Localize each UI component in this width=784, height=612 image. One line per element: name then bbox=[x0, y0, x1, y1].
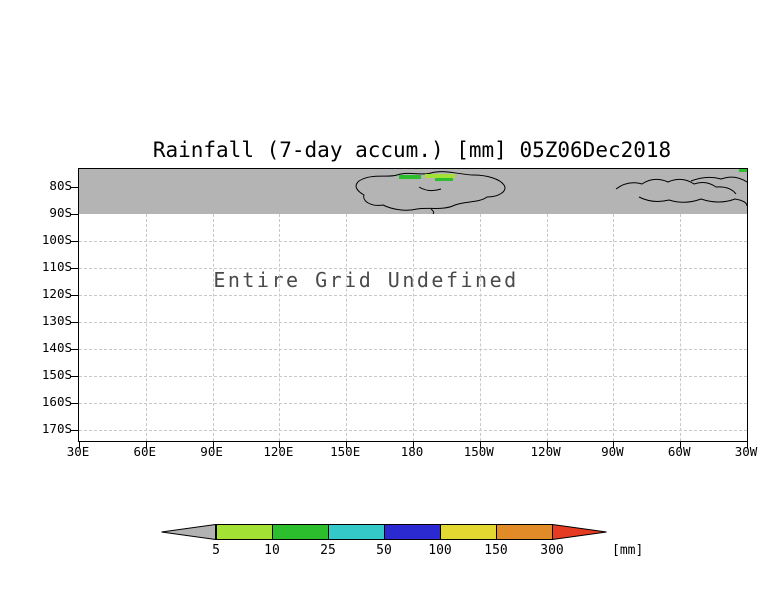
chart-title: Rainfall (7-day accum.) [mm] 05Z06Dec201… bbox=[152, 138, 672, 162]
x-tick-label: 150W bbox=[463, 444, 494, 459]
y-tick-mark bbox=[71, 349, 78, 350]
y-tick-mark bbox=[71, 430, 78, 431]
x-tick-mark bbox=[680, 442, 682, 448]
x-tick-mark bbox=[279, 442, 281, 448]
x-tick-label: 120W bbox=[530, 444, 561, 459]
colorbar: [mm] 5 10 25 50 100 150 300 bbox=[160, 524, 643, 564]
rain-patch bbox=[435, 178, 453, 181]
x-tick-mark bbox=[479, 442, 481, 448]
colorbar-segment bbox=[440, 524, 497, 540]
x-tick-label: 90E bbox=[200, 444, 223, 459]
v-gridline bbox=[346, 214, 348, 441]
x-tick-mark bbox=[346, 442, 348, 448]
colorbar-threshold-label: 100 bbox=[428, 543, 452, 558]
v-gridline bbox=[145, 214, 147, 441]
y-tick-label: 130S bbox=[41, 313, 72, 328]
v-gridline bbox=[680, 214, 682, 441]
x-tick-mark bbox=[79, 442, 80, 448]
y-tick-mark bbox=[71, 295, 78, 296]
x-tick-mark bbox=[613, 442, 615, 448]
rain-patch bbox=[399, 175, 421, 179]
colorbar-threshold-label: 25 bbox=[320, 543, 336, 558]
undefined-grid-message: Entire Grid Undefined bbox=[213, 268, 519, 292]
v-gridline bbox=[479, 214, 481, 441]
x-tick-label: 180 bbox=[400, 444, 424, 459]
y-tick-mark bbox=[71, 214, 78, 215]
x-tick-label: 60W bbox=[667, 444, 691, 459]
rain-patch bbox=[425, 174, 455, 178]
v-gridline bbox=[413, 214, 414, 441]
y-tick-label: 140S bbox=[41, 340, 72, 355]
x-tick-mark bbox=[546, 442, 548, 448]
x-tick-label: 150E bbox=[330, 444, 361, 459]
y-tick-mark bbox=[71, 376, 78, 377]
x-tick-label: 60E bbox=[133, 444, 157, 459]
colorbar-threshold-label: 300 bbox=[540, 543, 564, 558]
v-gridline bbox=[613, 214, 615, 441]
colorbar-left-arrow bbox=[161, 524, 216, 540]
colorbar-threshold-label: 10 bbox=[264, 543, 280, 558]
colorbar-threshold-label: 5 bbox=[212, 543, 220, 558]
x-tick-mark bbox=[747, 442, 748, 448]
colorbar-threshold-label: 150 bbox=[484, 543, 508, 558]
x-tick-label: 30W bbox=[734, 444, 758, 459]
x-tick-mark bbox=[145, 442, 147, 448]
x-tick-label: 120E bbox=[263, 444, 294, 459]
y-tick-mark bbox=[71, 322, 78, 323]
y-tick-mark bbox=[71, 268, 78, 269]
y-tick-label: 160S bbox=[41, 394, 72, 409]
y-tick-mark bbox=[71, 241, 78, 242]
v-gridline bbox=[546, 214, 548, 441]
plot-area: Entire Grid Undefined bbox=[71, 168, 748, 448]
y-tick-label: 90S bbox=[49, 205, 72, 220]
coastline-antarctica bbox=[355, 169, 747, 214]
y-tick-label: 120S bbox=[41, 286, 72, 301]
colorbar-segment bbox=[328, 524, 385, 540]
colorbar-graphic bbox=[161, 524, 607, 540]
y-tick-label: 80S bbox=[49, 178, 72, 193]
x-tick-mark bbox=[413, 442, 414, 448]
y-tick-mark bbox=[71, 403, 78, 404]
rain-patch bbox=[739, 169, 747, 172]
x-tick-label: 30E bbox=[66, 444, 90, 459]
colorbar-segment bbox=[272, 524, 329, 540]
y-tick-label: 170S bbox=[41, 421, 72, 436]
colorbar-unit-label: [mm] bbox=[612, 543, 644, 558]
y-tick-label: 150S bbox=[41, 367, 72, 382]
undefined-shade-band bbox=[79, 169, 747, 214]
y-tick-label: 110S bbox=[41, 259, 72, 274]
colorbar-segment bbox=[384, 524, 441, 540]
v-gridline bbox=[212, 214, 214, 441]
x-tick-mark bbox=[212, 442, 214, 448]
x-tick-label: 90W bbox=[601, 444, 624, 459]
colorbar-threshold-label: 50 bbox=[376, 543, 392, 558]
y-tick-mark bbox=[71, 187, 78, 188]
colorbar-segment bbox=[216, 524, 273, 540]
colorbar-segment bbox=[496, 524, 553, 540]
y-tick-label: 100S bbox=[41, 232, 72, 247]
v-gridline bbox=[279, 214, 281, 441]
colorbar-right-arrow bbox=[552, 524, 607, 540]
